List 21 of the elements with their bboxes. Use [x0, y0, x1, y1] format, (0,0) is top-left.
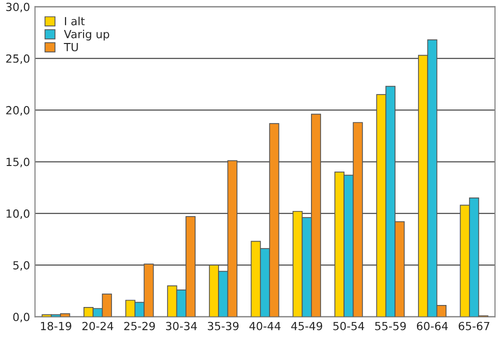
x-tick-label: 18-19: [40, 322, 72, 330]
y-tick-label: 0,0: [13, 312, 30, 322]
x-tick-label: 55-59: [375, 322, 406, 330]
y-tick-label: 25,0: [6, 54, 30, 64]
y-tick-label: 10,0: [6, 209, 30, 219]
y-tick-label: 15,0: [6, 158, 30, 168]
x-tick-label: 65-67: [458, 322, 490, 330]
legend-label: I alt: [64, 16, 85, 26]
y-tick-label: 30,0: [6, 2, 30, 12]
y-tick-label: 20,0: [6, 106, 30, 116]
legend-label: Varig up: [64, 30, 110, 40]
legend-label: TU: [64, 43, 78, 52]
x-tick-label: 45-49: [291, 322, 322, 330]
x-tick-label: 50-54: [333, 322, 364, 330]
x-tick-label: 35-39: [208, 322, 239, 330]
x-tick-label: 30-34: [166, 322, 197, 330]
x-tick-label: 20-24: [82, 322, 114, 330]
x-tick-label: 25-29: [124, 322, 155, 330]
x-tick-label: 40-44: [249, 322, 281, 330]
y-tick-label: 5,0: [13, 261, 30, 271]
x-tick-label: 60-64: [416, 322, 448, 330]
